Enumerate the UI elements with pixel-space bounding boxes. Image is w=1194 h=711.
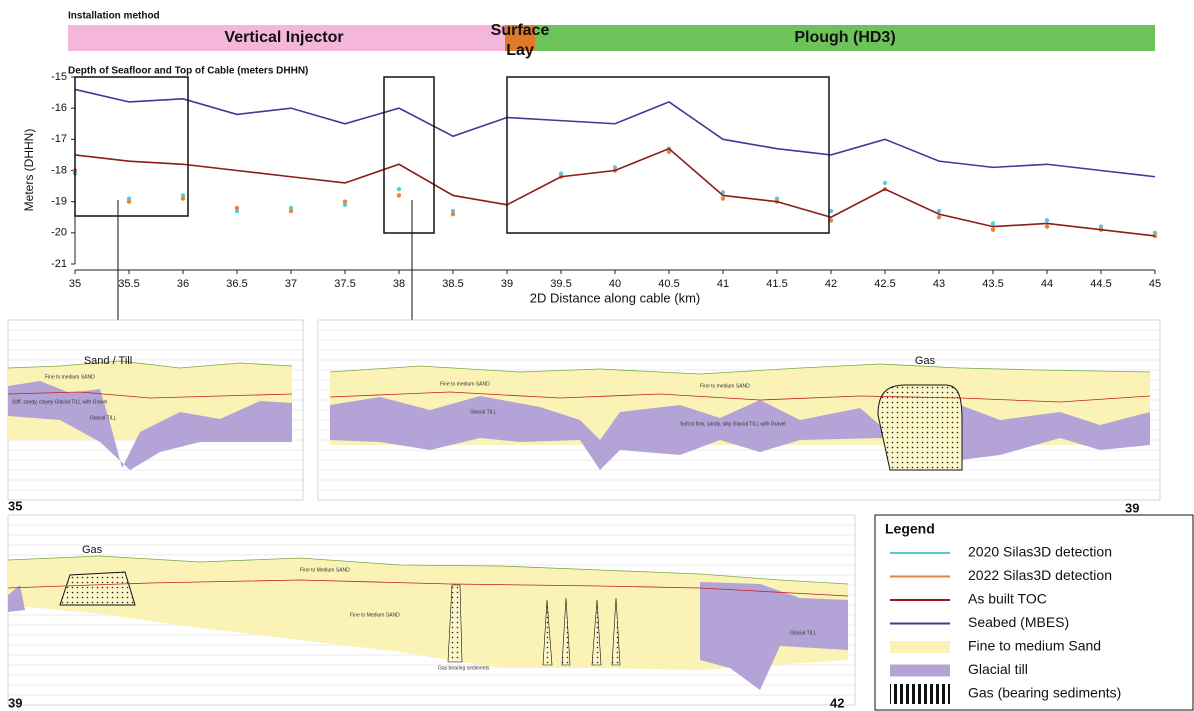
detection-point (1045, 224, 1049, 228)
detection-point (721, 196, 725, 200)
x-tick-label: 36.5 (226, 278, 247, 290)
legend-label: Gas (bearing sediments) (968, 685, 1121, 701)
detection-point (127, 199, 131, 203)
y-tick-label: -20 (51, 227, 67, 239)
gas-zone (60, 572, 135, 605)
legend-swatch (890, 665, 950, 677)
highlight-box (75, 77, 188, 216)
y-tick-label: -21 (51, 258, 67, 270)
x-tick-label: 38.5 (442, 278, 463, 290)
x-tick-label: 35 (69, 278, 81, 290)
section-label: Gas (82, 544, 103, 556)
x-tick-label: 45 (1149, 278, 1161, 290)
segment-label: Plough (HD3) (794, 29, 895, 46)
note: Fine to medium SAND (440, 381, 490, 387)
x-tick-label: 39.5 (550, 278, 571, 290)
x-tick-label: 37.5 (334, 278, 355, 290)
x-tick-label: 42 (825, 278, 837, 290)
highlight-box (384, 77, 434, 233)
note: Glacial TILL (470, 409, 497, 415)
detection-point (1045, 218, 1049, 222)
x-tick-label: 37 (285, 278, 297, 290)
section-label: Sand / Till (84, 355, 132, 367)
note: Fine to Medium SAND (300, 567, 350, 573)
legend-label: 2020 Silas3D detection (968, 544, 1112, 560)
legend: Legend 2020 Silas3D detection 2022 Silas3… (875, 515, 1193, 710)
detection-point (991, 228, 995, 232)
legend-label: Glacial till (968, 661, 1028, 677)
km-label: 39 (8, 695, 22, 710)
cross-section: Gas Fine to Medium SAND Gas bearing sedi… (8, 515, 855, 710)
x-tick-label: 42.5 (874, 278, 895, 290)
y-tick-label: -19 (51, 196, 67, 208)
detection-point (991, 221, 995, 225)
detection-point (235, 206, 239, 210)
detection-point (451, 212, 455, 216)
x-axis-label: 2D Distance along cable (km) (530, 290, 701, 305)
cross-section: Gas Fine to medium SAND Glacial TILL Sof… (318, 320, 1160, 515)
km-label: 35 (8, 498, 22, 513)
note: Fine to medium SAND (700, 383, 750, 389)
note: Stiff, sandy, clayey Glacial TILL with G… (12, 399, 107, 405)
x-tick-label: 44.5 (1090, 278, 1111, 290)
x-tick-label: 38 (393, 278, 405, 290)
legend-label: Seabed (MBES) (968, 614, 1069, 630)
detection-point (883, 181, 887, 185)
legend-title: Legend (885, 521, 935, 537)
detection-point (397, 193, 401, 197)
legend-label: As built TOC (968, 591, 1047, 607)
detection-point (343, 199, 347, 203)
detection-point (181, 196, 185, 200)
y-tick-label: -17 (51, 133, 67, 145)
note: Glacial TILL (790, 630, 817, 636)
installation-label: Installation method (68, 11, 160, 22)
x-tick-label: 40.5 (658, 278, 679, 290)
detection-point (289, 209, 293, 213)
figure: Installation method Vertical Injector Su… (0, 0, 1194, 711)
x-tick-label: 35.5 (118, 278, 139, 290)
detection-point (397, 187, 401, 191)
note: Fine to medium SAND (45, 374, 95, 380)
km-label: 39 (1125, 500, 1139, 515)
x-tick-label: 36 (177, 278, 189, 290)
legend-label: Fine to medium Sand (968, 638, 1101, 654)
series-line (75, 89, 1155, 176)
note: Soft to firm, sandy, silty Glacial TILL … (680, 421, 786, 427)
x-tick-label: 39 (501, 278, 513, 290)
x-tick-label: 43 (933, 278, 945, 290)
x-tick-label: 43.5 (982, 278, 1003, 290)
x-tick-label: 41.5 (766, 278, 787, 290)
y-tick-label: -15 (51, 71, 67, 83)
x-tick-label: 44 (1041, 278, 1053, 290)
segment-label: Vertical Injector (224, 29, 343, 46)
x-tick-label: 41 (717, 278, 729, 290)
chart-title: Depth of Seafloor and Top of Cable (mete… (68, 66, 308, 77)
legend-swatch (890, 641, 950, 653)
cross-section: Sand / Till Fine to medium SAND Stiff, s… (8, 320, 303, 513)
note: Fine to Medium SAND (350, 612, 400, 618)
highlight-box (507, 77, 829, 233)
note: Gas bearing sediments (438, 665, 490, 671)
y-tick-label: -18 (51, 164, 67, 176)
km-label: 42 (830, 695, 844, 710)
y-tick-label: -16 (51, 102, 67, 114)
note: Glacial TILL (90, 415, 117, 421)
legend-label: 2022 Silas3D detection (968, 567, 1112, 583)
section-label: Gas (915, 355, 936, 367)
legend-swatch (890, 684, 950, 704)
y-axis-label: Meters (DHHN) (22, 129, 36, 212)
x-tick-label: 40 (609, 278, 621, 290)
detection-point (937, 215, 941, 219)
